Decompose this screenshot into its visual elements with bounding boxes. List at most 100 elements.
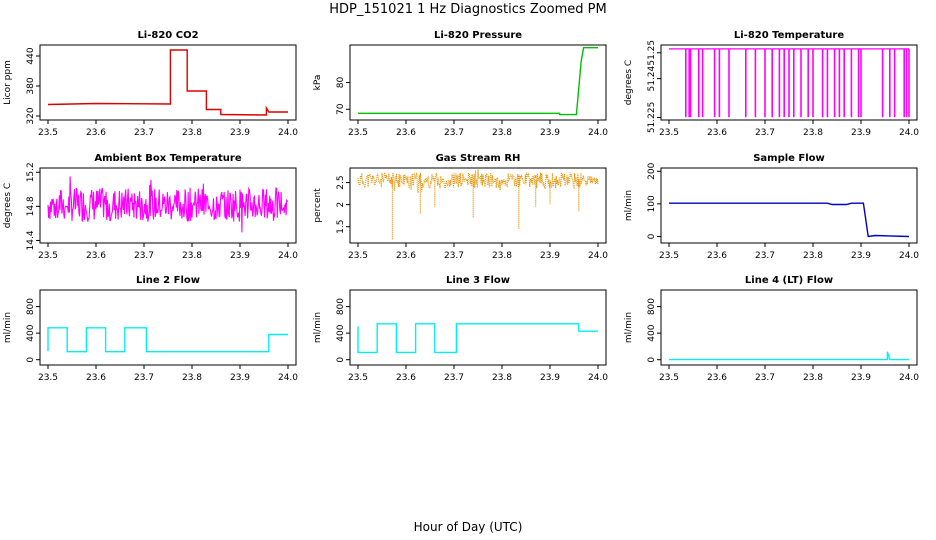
series-line xyxy=(47,327,288,353)
series-line xyxy=(47,176,289,233)
series-line xyxy=(669,202,910,238)
panel-2: Li-820 Pressure kPa 23.5 23.6 23.7 23.8 23.9 24… xyxy=(313,30,608,138)
y-tick-label: 15.2 xyxy=(26,162,36,182)
x-tick-label: 23.5 xyxy=(659,373,679,383)
x-tick-label: 23.6 xyxy=(86,373,106,383)
x-tick-label: 23.5 xyxy=(38,251,58,261)
y-tick-label: 51.25 xyxy=(647,40,657,66)
x-tick-label: 23.6 xyxy=(707,251,727,261)
plot-frame xyxy=(349,44,607,121)
series-line xyxy=(358,47,598,116)
y-axis-label: kPa xyxy=(313,75,323,91)
panel-title: Line 4 (LT) Flow xyxy=(745,275,833,286)
x-tick-label: 23.7 xyxy=(444,373,464,383)
series-line xyxy=(47,49,288,116)
x-tick-label: 24.0 xyxy=(588,251,608,261)
x-tick-label: 23.8 xyxy=(182,251,202,261)
x-tick-label: 23.8 xyxy=(803,128,823,138)
x-tick-label: 23.9 xyxy=(230,251,250,261)
x-tick-label: 23.5 xyxy=(659,128,679,138)
series-group xyxy=(358,47,598,116)
y-tick-label: 320 xyxy=(26,107,36,124)
y-tick-label: 800 xyxy=(647,298,657,315)
panel-8: Line 3 Flow ml/min 23.5 23.6 23.7 23.8 23.9 24.… xyxy=(313,275,608,383)
x-tick-label: 23.9 xyxy=(540,373,560,383)
series-group xyxy=(669,48,910,118)
x-tick-label: 23.9 xyxy=(851,373,871,383)
y-axis-label: ml/min xyxy=(3,312,13,343)
panel-title: Li-820 Pressure xyxy=(434,30,522,41)
plot-frame xyxy=(660,44,918,121)
y-axis-label: percent xyxy=(313,188,323,223)
x-tick-label: 23.9 xyxy=(230,128,250,138)
y-tick-label: 400 xyxy=(647,324,657,341)
plot-frame xyxy=(349,289,607,366)
x-tick-label: 23.6 xyxy=(396,251,416,261)
plot-frame xyxy=(39,289,297,366)
x-tick-label: 23.7 xyxy=(444,251,464,261)
x-tick-label: 23.7 xyxy=(444,128,464,138)
y-tick-label: 400 xyxy=(26,324,36,341)
x-tick-label: 23.5 xyxy=(659,251,679,261)
panel-9: Line 4 (LT) Flow ml/min 23.5 23.6 23.7 23.8 23… xyxy=(624,275,919,383)
series-group xyxy=(357,169,599,240)
y-tick-label: 0 xyxy=(26,357,36,363)
y-tick-label: 51.24 xyxy=(647,65,657,91)
series-group xyxy=(47,327,288,353)
x-tick-label: 23.6 xyxy=(86,128,106,138)
y-axis-label: Licor ppm xyxy=(3,60,13,105)
y-axis-label: degrees C xyxy=(3,183,13,228)
y-axis-label: degrees C xyxy=(624,60,634,105)
figure-title: HDP_151021 1 Hz Diagnostics Zoomed PM xyxy=(329,2,607,17)
x-tick-label: 23.5 xyxy=(38,128,58,138)
x-tick-label: 23.7 xyxy=(134,128,154,138)
x-tick-label: 24.0 xyxy=(278,128,298,138)
y-tick-label: 2.5 xyxy=(336,175,346,189)
x-tick-label: 23.8 xyxy=(803,251,823,261)
x-tick-label: 23.7 xyxy=(755,373,775,383)
x-tick-label: 23.5 xyxy=(348,373,368,383)
y-tick-label: 70 xyxy=(336,103,346,115)
y-axis-label: ml/min xyxy=(624,312,634,343)
y-tick-label: 400 xyxy=(336,324,346,341)
x-tick-label: 23.6 xyxy=(396,128,416,138)
x-tick-label: 23.9 xyxy=(540,251,560,261)
x-tick-label: 24.0 xyxy=(899,128,919,138)
panel-grid: Li-820 CO2 Licor ppm 23.5 23.6 23.7 23.8 23.9 2… xyxy=(3,30,919,383)
x-tick-label: 23.8 xyxy=(182,373,202,383)
plot-frame xyxy=(660,289,918,366)
y-tick-label: 200 xyxy=(647,162,657,179)
y-axis-label: ml/min xyxy=(624,190,634,221)
x-tick-label: 24.0 xyxy=(899,373,919,383)
x-tick-label: 23.7 xyxy=(134,251,154,261)
panel-title: Ambient Box Temperature xyxy=(94,153,241,164)
y-tick-label: 800 xyxy=(26,298,36,315)
x-tick-label: 23.7 xyxy=(755,128,775,138)
x-tick-label: 24.0 xyxy=(278,251,298,261)
x-tick-label: 23.6 xyxy=(707,128,727,138)
x-tick-label: 23.5 xyxy=(348,128,368,138)
x-tick-label: 23.5 xyxy=(38,373,58,383)
panel-title: Line 3 Flow xyxy=(446,275,510,286)
y-tick-label: 0 xyxy=(336,357,346,363)
x-tick-label: 23.9 xyxy=(851,251,871,261)
x-tick-label: 23.8 xyxy=(803,373,823,383)
y-tick-label: 100 xyxy=(647,195,657,212)
y-tick-label: 0 xyxy=(647,357,657,363)
series-group xyxy=(47,176,289,233)
panel-1: Li-820 CO2 Licor ppm 23.5 23.6 23.7 23.8 23.9 2… xyxy=(3,30,298,138)
y-tick-label: 1.5 xyxy=(336,220,346,234)
x-tick-label: 23.6 xyxy=(707,373,727,383)
x-tick-label: 23.7 xyxy=(755,251,775,261)
panel-4: Ambient Box Temperature degrees C 23.5 23.6… xyxy=(3,153,298,261)
series-group xyxy=(47,49,288,116)
x-tick-label: 23.8 xyxy=(182,128,202,138)
panel-3: Li-820 Temperature degrees C 23.5 23.6 23.7 2… xyxy=(624,30,919,138)
x-tick-label: 23.9 xyxy=(851,128,871,138)
x-tick-label: 23.8 xyxy=(492,373,512,383)
series-points xyxy=(357,169,599,193)
plot-frame xyxy=(39,167,297,244)
panel-6: Sample Flow ml/min 23.5 23.6 23.7 23.8 23.9 24.… xyxy=(624,153,919,261)
x-tick-label: 23.8 xyxy=(492,128,512,138)
